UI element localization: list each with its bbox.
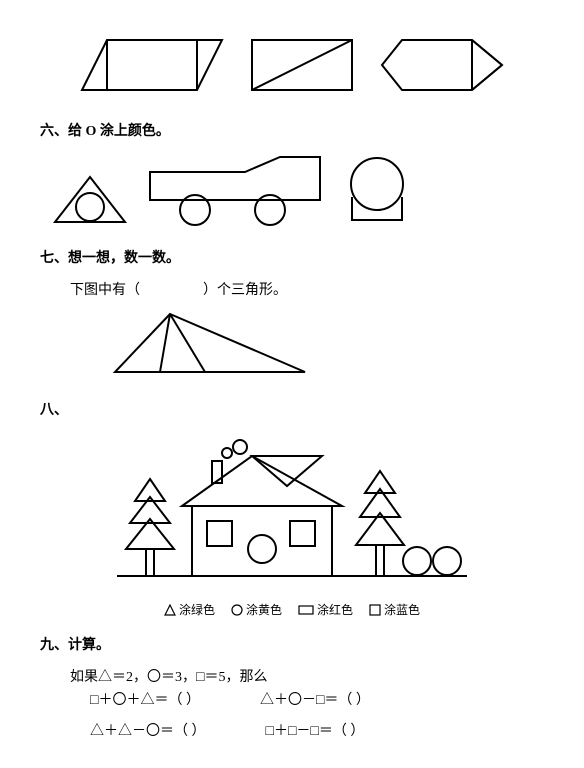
section8-figure bbox=[40, 431, 544, 591]
legend-blue: 涂蓝色 bbox=[369, 601, 420, 618]
triangle-count-shape bbox=[110, 309, 310, 379]
eq2: △＋〇－□＝（ ） bbox=[260, 686, 370, 717]
section7-question: 下图中有（ ）个三角形。 bbox=[40, 279, 544, 299]
legend-yellow: 涂黄色 bbox=[231, 601, 282, 618]
parallelogram-shape bbox=[77, 30, 227, 100]
top-shapes-row bbox=[40, 30, 544, 100]
section7-figure bbox=[40, 309, 544, 379]
square-icon bbox=[369, 604, 381, 616]
hexagon-shape bbox=[377, 30, 507, 100]
rectangle-diagonal-shape bbox=[247, 30, 357, 100]
q7-before: 下图中有（ bbox=[70, 283, 140, 298]
triangle-circle-shape bbox=[50, 172, 130, 227]
eq3: △＋△－〇＝（ ） bbox=[90, 717, 206, 748]
section8-title: 八、 bbox=[40, 399, 544, 419]
circle-icon bbox=[231, 604, 243, 616]
eq1: □＋〇＋△＝（ ） bbox=[90, 686, 200, 717]
eq4: □＋□－□＝（ ） bbox=[266, 717, 365, 748]
section9-given: 如果△＝2，〇＝3，□＝5，那么 bbox=[40, 666, 544, 686]
car-shape bbox=[145, 152, 325, 227]
rect-icon bbox=[298, 604, 314, 616]
legend-red-label: 涂红色 bbox=[317, 601, 353, 618]
legend-green-label: 涂绿色 bbox=[179, 601, 215, 618]
house-scene bbox=[112, 431, 472, 591]
section9-title: 九、计算。 bbox=[40, 634, 544, 654]
q7-after: ）个三角形。 bbox=[203, 283, 287, 298]
circle-stand-shape bbox=[340, 152, 415, 227]
color-legend: 涂绿色 涂黄色 涂红色 涂蓝色 bbox=[40, 601, 544, 618]
triangle-icon bbox=[164, 604, 176, 616]
q7-blank[interactable] bbox=[144, 283, 200, 298]
legend-blue-label: 涂蓝色 bbox=[384, 601, 420, 618]
section7-title: 七、想一想，数一数。 bbox=[40, 247, 544, 267]
section6-title: 六、给 O 涂上颜色。 bbox=[40, 120, 544, 140]
legend-red: 涂红色 bbox=[298, 601, 353, 618]
calc-block: □＋〇＋△＝（ ） △＋〇－□＝（ ） △＋△－〇＝（ ） □＋□－□＝（ ） bbox=[40, 686, 544, 748]
section6-figures bbox=[40, 152, 544, 227]
legend-yellow-label: 涂黄色 bbox=[246, 601, 282, 618]
legend-green: 涂绿色 bbox=[164, 601, 215, 618]
